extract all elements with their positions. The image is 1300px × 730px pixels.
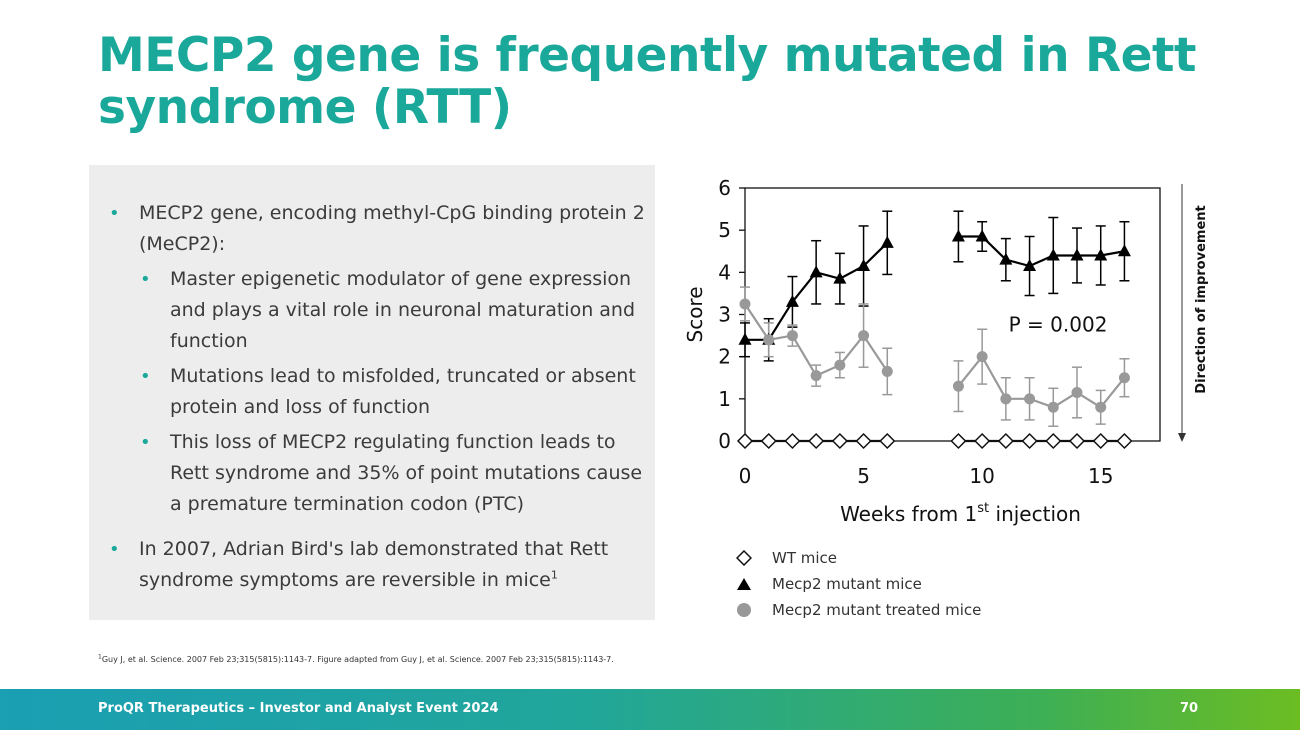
data-point-treated	[763, 334, 775, 346]
data-point-treated	[810, 370, 822, 382]
data-point-mutant	[1094, 248, 1108, 261]
legend-label-treated: Mecp2 mutant treated mice	[772, 601, 982, 619]
data-point-wt	[1021, 432, 1038, 450]
legend-item-mutant: Mecp2 mutant mice	[735, 571, 981, 597]
x-axis-label: Weeks from 1st injection	[840, 501, 1081, 526]
legend-label-mutant: Mecp2 mutant mice	[772, 575, 922, 593]
data-point-wt	[997, 432, 1014, 450]
bullet-bird-lab-text: In 2007, Adrian Bird's lab demonstrated …	[139, 538, 609, 591]
data-point-mutant	[857, 259, 871, 272]
data-point-wt	[1068, 432, 1086, 450]
bullet-mutations: Mutations lead to misfolded, truncated o…	[89, 361, 649, 423]
data-point-wt	[855, 432, 872, 450]
x-axis-label-tail: injection	[989, 502, 1081, 526]
bullet-bird-lab: In 2007, Adrian Bird's lab demonstrated …	[89, 534, 649, 596]
data-point-treated	[1071, 387, 1083, 399]
legend-label-wt: WT mice	[772, 549, 838, 567]
data-point-wt	[879, 432, 896, 450]
data-point-mutant	[1117, 244, 1131, 257]
legend-item-wt: WT mice	[735, 545, 981, 571]
y-tick-label: 4	[718, 260, 731, 284]
data-point-wt	[736, 432, 754, 450]
x-tick-label: 10	[969, 464, 994, 488]
y-tick-label: 2	[718, 345, 731, 369]
triangle-filled-icon	[735, 576, 753, 592]
footnote-text: Guy J, et al. Science. 2007 Feb 23;315(5…	[101, 655, 614, 664]
bullet-panel: MECP2 gene, encoding methyl-CpG binding …	[89, 165, 655, 620]
x-axis-label-main: Weeks from 1	[840, 502, 977, 526]
data-point-treated	[834, 359, 846, 371]
y-tick-label: 1	[718, 387, 731, 411]
circle-filled-icon	[735, 602, 753, 618]
data-point-wt	[1045, 432, 1062, 450]
y-tick-label: 6	[718, 176, 731, 200]
x-tick-label: 0	[739, 464, 752, 488]
footer-text: ProQR Therapeutics – Investor and Analys…	[98, 701, 499, 716]
data-point-mutant	[999, 252, 1013, 265]
reference-superscript: 1	[550, 568, 558, 582]
data-point-wt	[784, 432, 801, 450]
p-value-annotation: P = 0.002	[1009, 312, 1108, 336]
slide-title: MECP2 gene is frequently mutated in Rett…	[98, 28, 1196, 135]
series-line	[957, 354, 1126, 409]
data-point-treated	[1047, 401, 1059, 413]
data-point-treated	[1118, 372, 1130, 384]
chart-legend: WT mice Mecp2 mutant mice Mecp2 mutant t…	[735, 545, 981, 623]
footnote: 1Guy J, et al. Science. 2007 Feb 23;315(…	[98, 653, 614, 664]
y-tick-label: 5	[718, 218, 731, 242]
data-point-wt	[1116, 432, 1133, 450]
x-tick-label: 15	[1088, 464, 1113, 488]
data-point-mutant	[785, 294, 799, 307]
data-point-wt	[760, 432, 777, 450]
data-point-wt	[950, 432, 967, 450]
data-point-wt	[808, 432, 825, 450]
footer-bar: ProQR Therapeutics – Investor and Analys…	[0, 689, 1300, 730]
data-point-treated	[786, 330, 798, 342]
legend-item-treated: Mecp2 mutant treated mice	[735, 597, 981, 623]
data-point-mutant	[880, 235, 894, 248]
data-point-treated	[1000, 393, 1012, 405]
data-point-mutant	[1046, 248, 1060, 261]
data-point-treated	[1024, 393, 1036, 405]
bullet-epigenetic-modulator: Master epigenetic modulator of gene expr…	[89, 264, 649, 357]
direction-of-improvement-label: Direction of improvement	[1194, 205, 1209, 393]
data-point-mutant	[1023, 259, 1037, 272]
page-number: 70	[1180, 701, 1199, 716]
y-tick-label: 0	[718, 429, 731, 453]
data-point-wt	[831, 432, 848, 450]
diamond-open-icon	[735, 550, 753, 566]
data-point-treated	[952, 380, 964, 392]
data-point-treated	[1095, 401, 1107, 413]
x-axis-label-sup: st	[977, 501, 989, 516]
bullet-loss-of-function: This loss of MECP2 regulating function l…	[89, 427, 649, 520]
data-point-wt	[974, 432, 991, 450]
data-point-treated	[858, 330, 870, 342]
data-point-mutant	[951, 229, 965, 242]
footnote-marker: 1	[98, 653, 102, 661]
data-point-treated	[881, 365, 893, 377]
improvement-arrow-head	[1178, 433, 1186, 442]
y-tick-label: 3	[718, 303, 731, 327]
bullet-list: MECP2 gene, encoding methyl-CpG binding …	[89, 198, 649, 596]
data-point-mutant	[833, 271, 847, 284]
score-chart: 0 1 2 3 4 5 6 0 5 10 15 Score Weeks from 1st injecti…	[683, 176, 1209, 526]
data-point-wt	[1092, 432, 1109, 450]
data-point-treated	[976, 351, 988, 363]
bullet-mecp2-gene: MECP2 gene, encoding methyl-CpG binding …	[89, 198, 649, 260]
data-point-mutant	[809, 265, 823, 278]
data-point-mutant	[738, 332, 752, 345]
x-tick-label: 5	[857, 464, 870, 488]
data-point-mutant	[1070, 248, 1084, 261]
y-axis-label: Score	[683, 286, 707, 342]
data-point-mutant	[975, 229, 989, 242]
data-point-treated	[739, 298, 751, 310]
